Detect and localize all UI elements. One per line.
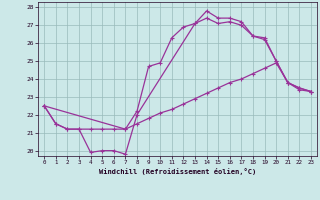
X-axis label: Windchill (Refroidissement éolien,°C): Windchill (Refroidissement éolien,°C) — [99, 168, 256, 175]
